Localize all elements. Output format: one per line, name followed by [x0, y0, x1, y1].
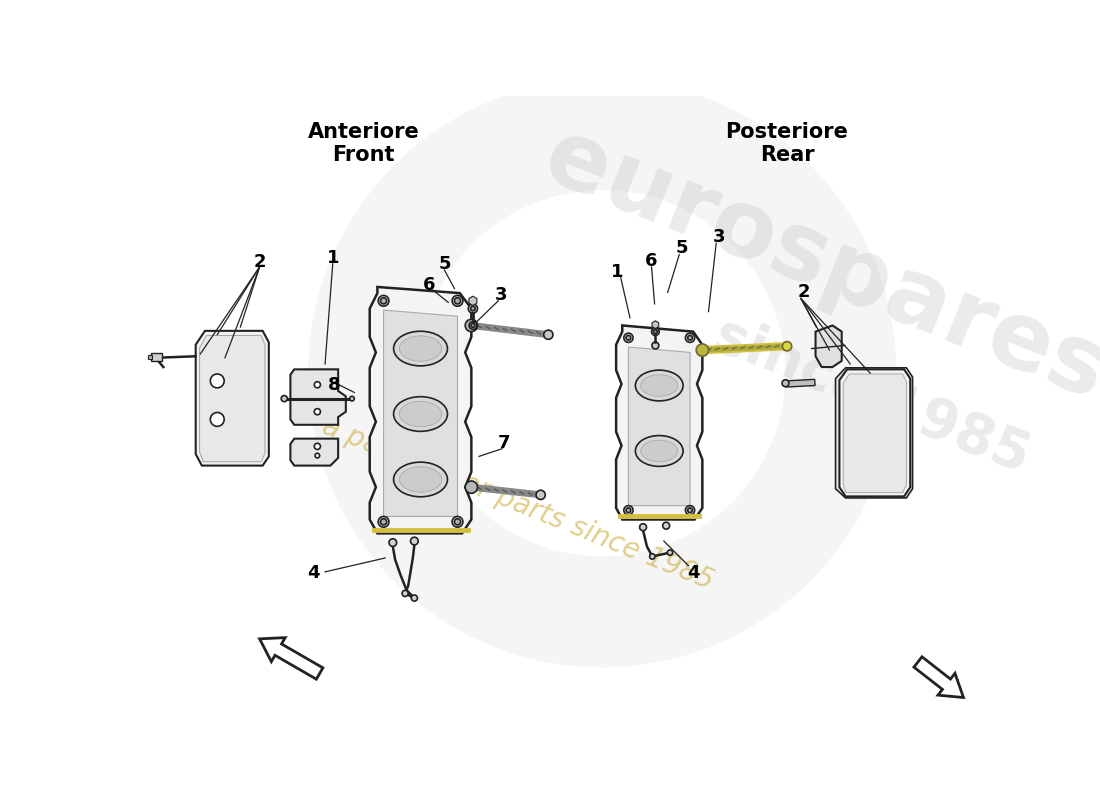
Polygon shape: [199, 335, 265, 462]
Circle shape: [452, 295, 463, 306]
Ellipse shape: [394, 331, 448, 366]
Circle shape: [688, 335, 692, 340]
Text: 1: 1: [327, 249, 339, 266]
Circle shape: [624, 333, 634, 342]
Polygon shape: [370, 287, 472, 534]
Circle shape: [471, 323, 475, 327]
Circle shape: [410, 538, 418, 545]
Ellipse shape: [640, 374, 678, 396]
Bar: [785, 379, 815, 387]
Circle shape: [624, 506, 634, 515]
Circle shape: [639, 524, 647, 530]
Text: 2: 2: [798, 283, 811, 302]
Circle shape: [471, 306, 475, 311]
Circle shape: [454, 518, 461, 525]
Polygon shape: [196, 331, 268, 466]
Text: 2: 2: [253, 253, 266, 270]
Ellipse shape: [399, 336, 442, 362]
Circle shape: [685, 333, 695, 342]
Bar: [147, 355, 152, 358]
Circle shape: [381, 298, 387, 304]
Polygon shape: [151, 353, 162, 361]
Circle shape: [543, 330, 553, 339]
Circle shape: [653, 330, 658, 334]
Circle shape: [378, 517, 389, 527]
Ellipse shape: [636, 435, 683, 466]
Circle shape: [465, 481, 477, 494]
Circle shape: [688, 508, 692, 513]
Circle shape: [378, 295, 389, 306]
Ellipse shape: [399, 402, 442, 426]
Polygon shape: [384, 310, 458, 517]
Circle shape: [685, 506, 695, 515]
Circle shape: [454, 298, 461, 304]
Ellipse shape: [640, 440, 678, 462]
Text: eurospares: eurospares: [531, 111, 1100, 420]
Circle shape: [696, 344, 708, 356]
Circle shape: [389, 538, 397, 546]
Circle shape: [469, 322, 476, 330]
Circle shape: [626, 508, 630, 513]
Polygon shape: [616, 326, 703, 519]
Circle shape: [315, 382, 320, 388]
Ellipse shape: [399, 466, 442, 492]
Circle shape: [402, 590, 408, 597]
Circle shape: [662, 522, 670, 529]
Circle shape: [652, 342, 659, 349]
Text: 3: 3: [494, 286, 507, 304]
Polygon shape: [836, 368, 913, 498]
Circle shape: [452, 517, 463, 527]
Text: 1: 1: [612, 262, 624, 281]
Text: 6: 6: [645, 252, 657, 270]
Text: 7: 7: [497, 434, 510, 451]
Text: Posteriore
Rear: Posteriore Rear: [726, 122, 848, 166]
Polygon shape: [844, 374, 906, 493]
Text: 5: 5: [438, 255, 451, 273]
Text: since 1985: since 1985: [706, 308, 1037, 484]
Polygon shape: [469, 296, 477, 306]
Circle shape: [315, 409, 320, 414]
Circle shape: [315, 454, 320, 458]
Circle shape: [626, 335, 630, 340]
Text: 4: 4: [686, 565, 700, 582]
Ellipse shape: [394, 397, 448, 431]
Polygon shape: [815, 326, 842, 367]
Circle shape: [650, 554, 654, 559]
Circle shape: [782, 380, 789, 386]
Circle shape: [315, 443, 320, 450]
Circle shape: [782, 342, 792, 351]
FancyArrow shape: [260, 638, 323, 679]
Circle shape: [381, 518, 387, 525]
Polygon shape: [290, 438, 338, 466]
Text: 5: 5: [675, 239, 688, 258]
Polygon shape: [628, 347, 690, 506]
Text: Anteriore
Front: Anteriore Front: [308, 122, 419, 166]
Circle shape: [210, 374, 224, 388]
Ellipse shape: [394, 462, 448, 497]
Circle shape: [465, 319, 477, 332]
Ellipse shape: [636, 370, 683, 401]
Circle shape: [651, 328, 659, 335]
Circle shape: [469, 304, 477, 313]
Text: 4: 4: [307, 565, 320, 582]
Polygon shape: [839, 370, 911, 496]
Polygon shape: [290, 370, 345, 425]
Circle shape: [536, 490, 546, 499]
Circle shape: [210, 413, 224, 426]
Text: 8: 8: [328, 376, 341, 394]
Text: a passion for parts since 1985: a passion for parts since 1985: [318, 413, 717, 596]
Polygon shape: [652, 321, 659, 329]
Text: 3: 3: [713, 228, 726, 246]
Circle shape: [350, 396, 354, 401]
Circle shape: [411, 595, 418, 601]
Circle shape: [668, 550, 673, 555]
Text: 6: 6: [422, 276, 436, 294]
FancyArrow shape: [914, 657, 964, 698]
Circle shape: [282, 395, 287, 402]
